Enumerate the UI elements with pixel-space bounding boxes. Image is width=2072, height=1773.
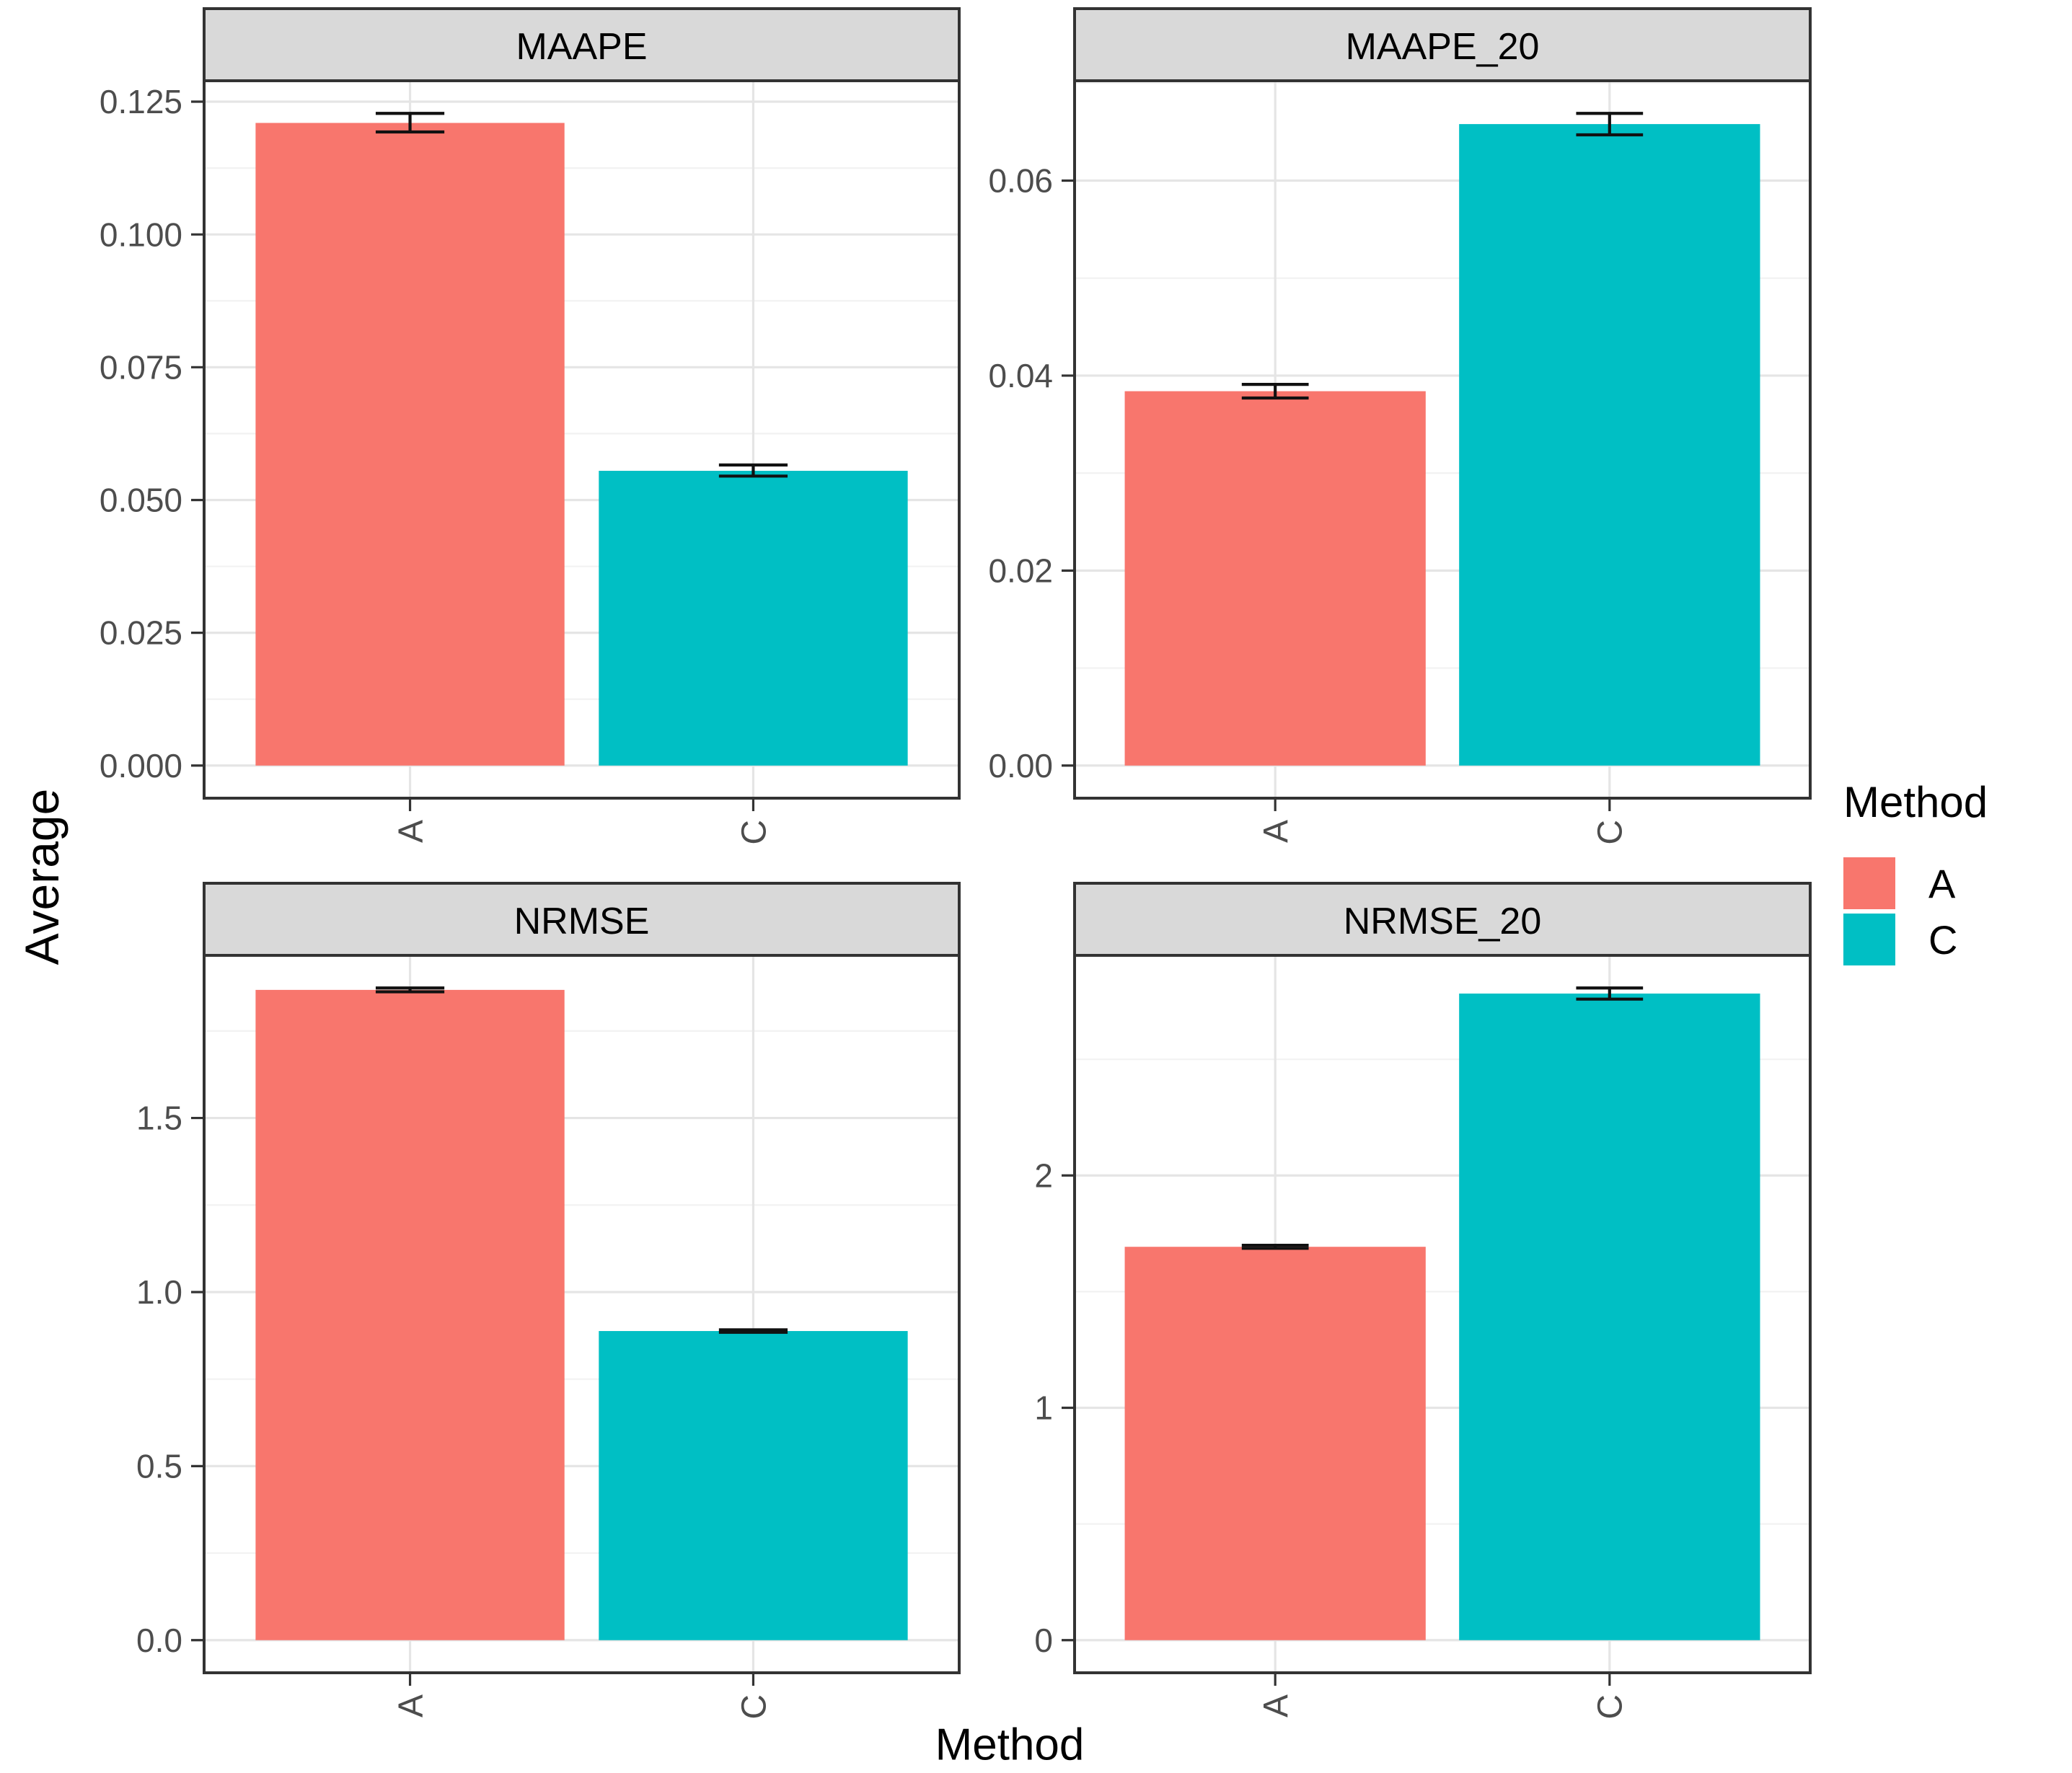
errorbar-nrmse-c: [718, 1328, 788, 1334]
strip-maape: [203, 7, 961, 82]
bar-nrmse-a: [255, 989, 565, 1640]
bar-nrmse_20-a: [1124, 1247, 1426, 1640]
strip-label-maape_20: MAAPE_20: [1346, 26, 1540, 68]
y-tick-label: 1: [1034, 1389, 1053, 1427]
bar-maape_20-a: [1124, 391, 1426, 766]
x-tick-label-a: A: [392, 1694, 430, 1717]
legend-label-a: A: [1928, 860, 1956, 906]
errorbar-nrmse_20-a: [1241, 1244, 1309, 1250]
x-axis-title: Method: [935, 1720, 1085, 1770]
x-tick-label-a: A: [1257, 820, 1295, 843]
y-tick-label: 0.125: [100, 83, 182, 120]
strip-nrmse: [203, 882, 961, 957]
legend-entry-c: C: [1843, 914, 1988, 965]
y-tick-label: 1.0: [136, 1273, 182, 1311]
legend-entry-a: A: [1843, 857, 1988, 909]
y-tick-label: 0.02: [988, 552, 1053, 589]
x-tick-label-c: C: [735, 1694, 773, 1720]
facet-nrmse_20: NRMSE_20 0 1 2 A C: [1034, 882, 1812, 1720]
errorbar-maape-a: [375, 112, 445, 134]
legend-swatch-c: [1843, 914, 1895, 965]
y-tick-label: 0.0: [136, 1622, 182, 1659]
y-tick-label: 1.5: [136, 1100, 182, 1137]
bar-nrmse-c: [599, 1331, 908, 1640]
errorbar-maape-c: [718, 463, 788, 478]
x-tick-label-c: C: [1592, 820, 1630, 845]
facet-maape: MAAPE 0.000 0.025 0.050 0.075 0.100 0.125 A C: [100, 7, 961, 845]
strip-label-nrmse: NRMSE: [514, 901, 650, 942]
strip-label-nrmse_20: NRMSE_20: [1344, 901, 1542, 942]
facet-nrmse: NRMSE 0.0 0.5 1.0 1.5 A C: [136, 882, 961, 1720]
y-tick-label: 0.06: [988, 162, 1053, 200]
legend-swatch-a: [1843, 857, 1895, 909]
y-tick-label: 0.04: [988, 357, 1053, 394]
y-tick-label: 0.075: [100, 348, 182, 386]
bar-maape-c: [599, 470, 908, 766]
legend: Method A C: [1843, 777, 1988, 970]
x-tick-label-a: A: [392, 820, 430, 843]
y-tick-label: 0.000: [100, 747, 182, 784]
y-tick-label: 0.025: [100, 614, 182, 652]
bar-maape_20-c: [1459, 124, 1760, 766]
errorbar-maape_20-a: [1241, 383, 1309, 400]
y-tick-label: 0: [1034, 1622, 1053, 1659]
errorbar-nrmse-a: [375, 986, 445, 994]
strip-nrmse_20: [1073, 882, 1812, 957]
legend-title: Method: [1843, 778, 1988, 826]
x-tick-label-a: A: [1257, 1694, 1295, 1717]
bar-maape-a: [255, 123, 565, 766]
errorbar-maape_20-c: [1576, 112, 1644, 137]
y-tick-label: 0.5: [136, 1447, 182, 1485]
y-tick-label: 2: [1034, 1157, 1053, 1194]
x-tick-label-c: C: [1592, 1694, 1630, 1720]
strip-label-maape: MAAPE: [516, 26, 647, 68]
legend-label-c: C: [1928, 916, 1958, 963]
x-tick-label-c: C: [735, 820, 773, 845]
y-axis-title: Average: [15, 788, 69, 965]
y-tick-label: 0.100: [100, 216, 182, 253]
bar-nrmse_20-c: [1459, 993, 1760, 1640]
strip-maape_20: [1073, 7, 1812, 82]
facet-maape_20: MAAPE_20 0.00 0.02 0.04 0.06 A C: [988, 7, 1812, 845]
errorbar-nrmse_20-c: [1576, 986, 1644, 1001]
y-tick-label: 0.050: [100, 482, 182, 519]
y-tick-label: 0.00: [988, 747, 1053, 784]
